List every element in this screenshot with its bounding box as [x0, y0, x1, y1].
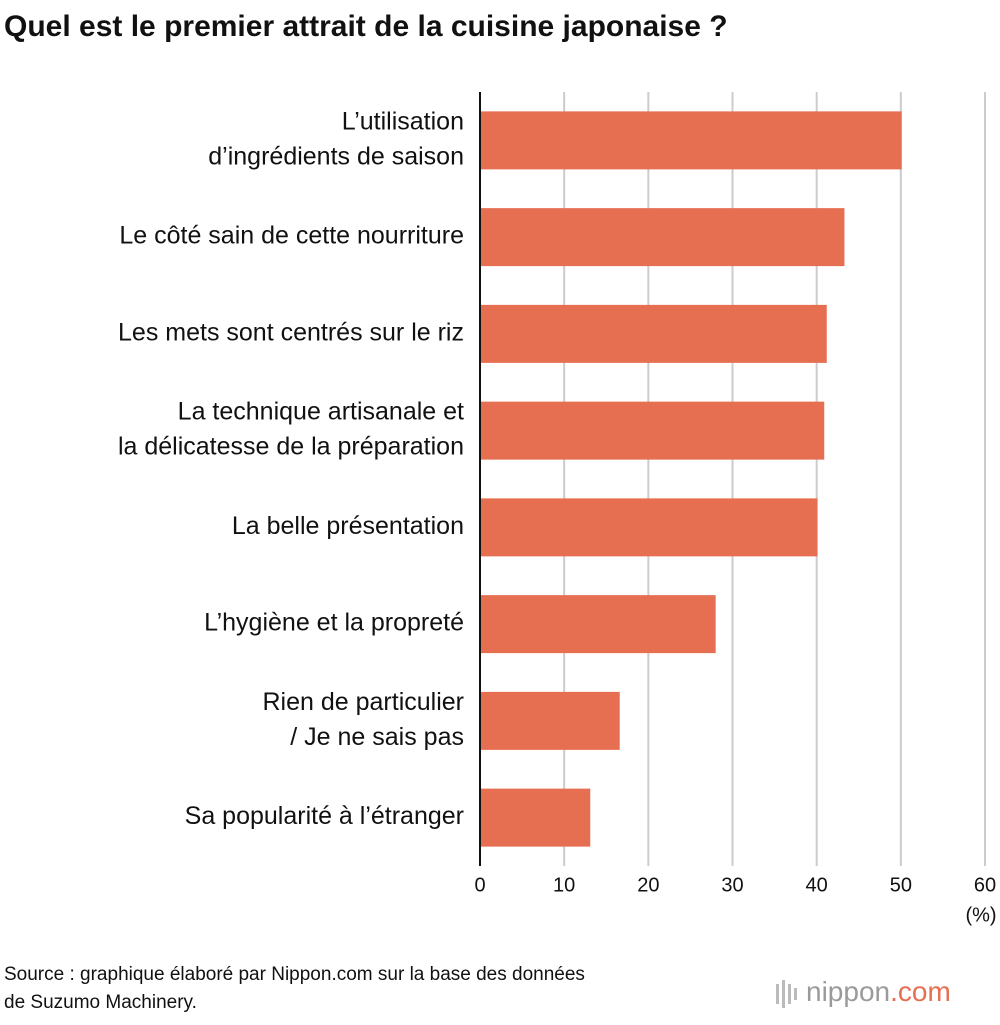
x-axis-unit: (%) — [965, 904, 996, 926]
bar — [480, 401, 825, 460]
y-tick-label: d’ingrédients de saison — [208, 142, 464, 170]
x-tick-label: 10 — [553, 874, 575, 896]
y-tick-label: / Je ne sais pas — [290, 723, 464, 751]
logo-icon — [782, 980, 785, 1008]
x-tick-label: 60 — [974, 874, 996, 896]
logo-icon — [794, 988, 797, 1000]
bar — [480, 691, 620, 750]
logo-icon — [776, 984, 779, 1004]
logo-icon — [788, 984, 791, 1004]
logo: nippon.com — [776, 976, 951, 1008]
source: de Suzumo Machinery. — [4, 992, 197, 1013]
y-tick-label: La technique artisanale et — [178, 398, 464, 426]
x-tick-label: 40 — [806, 874, 828, 896]
bar — [480, 788, 591, 847]
chart-title: Quel est le premier attrait de la cuisin… — [4, 10, 728, 43]
x-tick-label: 50 — [890, 874, 912, 896]
y-tick-label: La belle présentation — [232, 512, 464, 540]
y-tick-label: L’utilisation — [342, 107, 464, 135]
y-tick-label: Les mets sont centrés sur le riz — [118, 318, 464, 346]
bar — [480, 208, 845, 267]
bar — [480, 111, 902, 170]
y-tick-label: Sa popularité à l’étranger — [185, 802, 464, 830]
x-tick-label: 30 — [721, 874, 743, 896]
source: Source : graphique élaboré par Nippon.co… — [4, 964, 585, 985]
logo-name: nippon — [806, 976, 890, 1007]
bar — [480, 595, 716, 654]
y-tick-label: la délicatesse de la préparation — [118, 433, 464, 461]
y-tick-label: L’hygiène et la propreté — [204, 609, 464, 637]
logo-text: nippon.com — [806, 976, 951, 1007]
logo-suffix: .com — [890, 976, 951, 1007]
x-tick-label: 20 — [637, 874, 659, 896]
bar — [480, 304, 827, 363]
x-tick-label: 0 — [474, 874, 485, 896]
y-tick-label: Le côté sain de cette nourriture — [119, 222, 464, 250]
bar — [480, 498, 818, 557]
y-tick-label: Rien de particulier — [263, 688, 465, 716]
